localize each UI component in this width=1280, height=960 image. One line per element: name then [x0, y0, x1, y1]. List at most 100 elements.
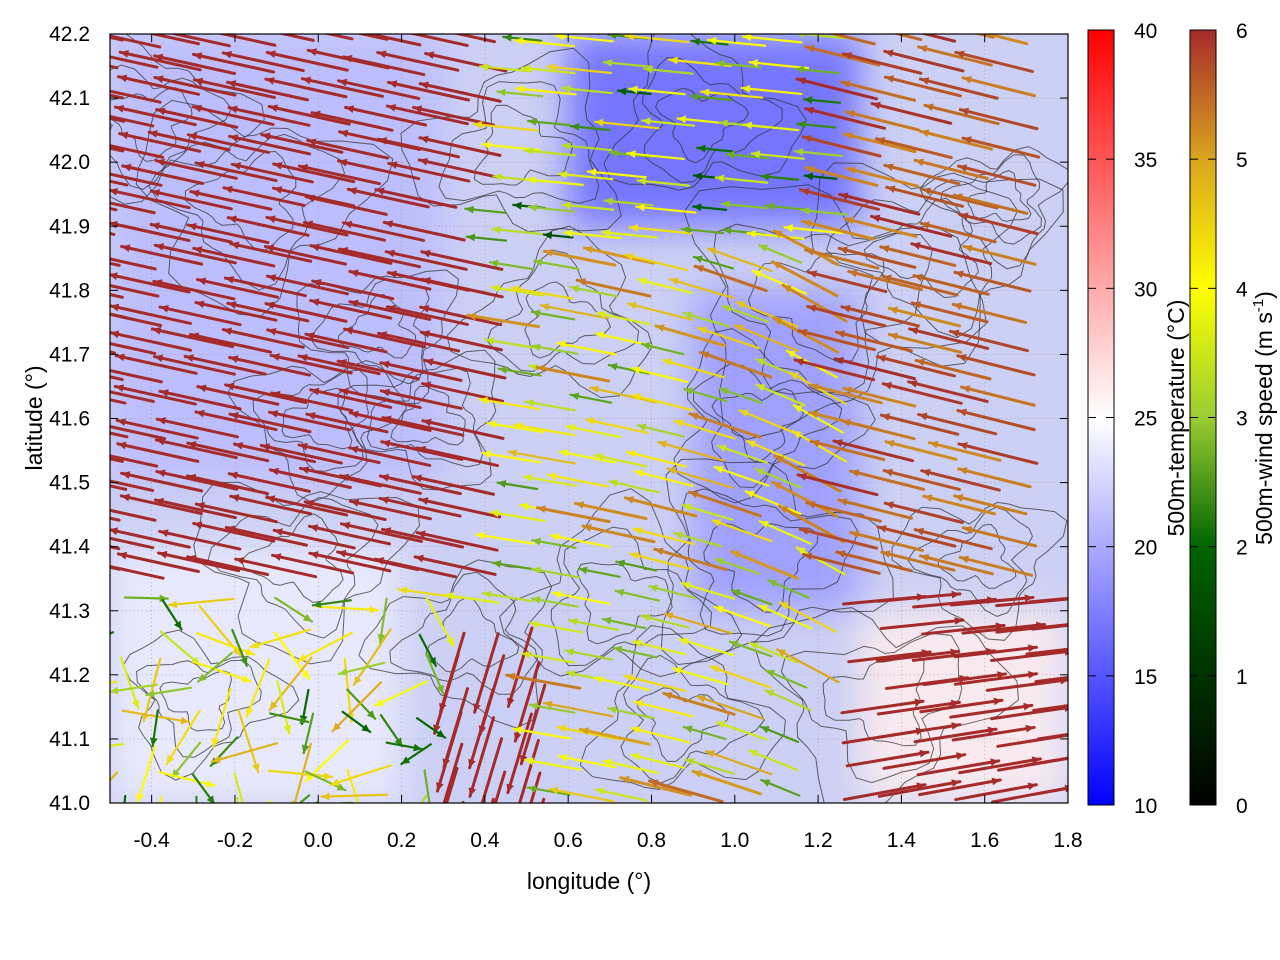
wind-arrow-shaft [803, 107, 887, 130]
wind-arrow-head [802, 219, 812, 228]
wind-arrow-head [361, 724, 371, 733]
wind-arrow-shaft [505, 673, 582, 690]
wind-arrow-shaft [267, 105, 351, 126]
wind-arrow-shaft [593, 454, 648, 468]
wind-arrow-head [649, 779, 659, 787]
wind-arrow-shaft [845, 750, 930, 768]
wind-arrow-shaft [226, 216, 310, 237]
wind-arrow-head [803, 134, 812, 143]
wind-arrow-head [789, 372, 799, 380]
wind-arrow-head [156, 107, 166, 116]
wind-arrow-shaft [912, 274, 990, 296]
wind-arrow-head [562, 85, 571, 93]
wind-arrow-head [951, 722, 960, 730]
wind-arrow-shaft [568, 619, 619, 631]
wind-arrow-shaft [514, 39, 576, 48]
wind-arrow-head [569, 617, 578, 626]
temperature-colorbar-ticks: 10 15 20 25 30 35 40 [1088, 20, 1157, 818]
wind-arrow-head [1071, 754, 1080, 762]
y-tick-label: 41.6 [49, 408, 90, 431]
wind-arrow-head [187, 554, 197, 563]
wind-arrow-head [597, 310, 606, 319]
wind-arrow-shaft [267, 410, 352, 432]
wind-arrow-head [797, 120, 806, 129]
wind-arrow-head [792, 431, 802, 439]
wind-arrow-shaft [884, 440, 958, 461]
wind-arrow-head [1070, 731, 1079, 739]
wind-arrow-head [613, 645, 623, 654]
wind-arrow-shaft [535, 506, 611, 524]
wind-arrow-head [889, 306, 899, 315]
wind-arrow-head [835, 356, 844, 365]
wind-arrow-head [195, 300, 205, 309]
wind-arrow-head [625, 496, 635, 504]
wind-arrow-shaft [119, 656, 140, 710]
wind-arrow-head [436, 782, 444, 792]
wind-arrow-head [641, 613, 651, 622]
wind-arrow-head [758, 244, 768, 252]
wind-arrow-head [323, 772, 333, 780]
wind-arrow-head [760, 172, 770, 181]
wind-arrow-shaft [589, 386, 657, 404]
wind-arrow-shaft [709, 665, 772, 689]
wind-arrow-shaft [268, 656, 313, 712]
wind-arrow-shaft [879, 413, 960, 436]
wind-arrow-head [43, 131, 52, 139]
wind-arrow-head [271, 353, 280, 361]
wind-arrow-shaft [320, 793, 389, 798]
wind-arrow-shaft [793, 358, 876, 382]
wind-arrow-shaft [114, 354, 198, 375]
wind-arrow-shaft [561, 144, 613, 152]
wind-arrow-shaft [484, 338, 537, 349]
wind-arrow-head [756, 384, 766, 392]
wind-arrow-head [485, 337, 495, 345]
wind-arrow-head [700, 351, 710, 359]
wind-arrow-head [955, 50, 965, 59]
wind-arrow-head [850, 469, 860, 477]
wind-arrow-shaft [230, 162, 314, 184]
wind-arrow-head [768, 579, 778, 588]
wind-arrow-shaft [524, 758, 582, 771]
wind-arrow-head [641, 342, 651, 350]
wind-arrow-head [497, 88, 506, 97]
wind-arrow-shaft [154, 159, 238, 180]
wind-arrow-shaft [636, 179, 690, 187]
wind-arrow-shaft [696, 326, 761, 350]
wind-arrow-shaft [268, 468, 352, 489]
wind-arrow-shaft [385, 305, 469, 326]
wind-arrow-head [602, 616, 612, 625]
wind-arrow-shaft [792, 404, 845, 434]
wind-arrow-shaft [110, 114, 155, 128]
wind-arrow-head [480, 63, 489, 71]
wind-arrow-shaft [832, 439, 915, 463]
wind-arrow-head [761, 779, 771, 787]
wind-arrow-shaft [584, 418, 649, 435]
wind-arrow-shaft [1036, 732, 1068, 741]
wind-arrow-head [160, 389, 169, 397]
wind-arrow-head [265, 244, 275, 253]
wind-arrow-shaft [877, 780, 962, 798]
temperature-colorbar-tick-label: 35 [1134, 149, 1157, 172]
wind-arrow-head [306, 194, 315, 203]
wind-arrow-shaft [744, 490, 802, 515]
wind-arrow-head [846, 110, 856, 118]
wind-arrow-shaft [271, 553, 355, 575]
wind-arrow-head [882, 274, 892, 283]
wind-arrow-shaft [802, 552, 881, 575]
wind-arrow-shaft [783, 226, 844, 235]
wind-arrow-shaft [575, 278, 652, 298]
wind-arrow-shaft [221, 328, 305, 349]
wind-speed-colorbar-label: 500m-wind speed (m s-1) [1250, 291, 1277, 545]
wind-arrow-shaft [339, 522, 424, 543]
wind-arrow-shaft [418, 136, 502, 157]
wind-arrow-shaft [602, 759, 659, 775]
wind-arrow-shaft [115, 418, 199, 440]
wind-arrow-head [519, 754, 528, 764]
wind-arrow-shaft [1024, 756, 1068, 767]
wind-arrow-shaft [519, 683, 547, 766]
wind-arrow-shaft [344, 105, 428, 127]
wind-arrow-head [795, 65, 805, 74]
wind-arrow-head [886, 185, 896, 194]
wind-arrow-head [1070, 595, 1078, 603]
